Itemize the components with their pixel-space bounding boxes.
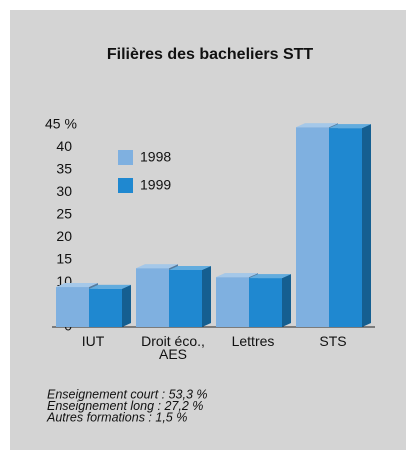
note: Autres formations : 1,5 %	[46, 410, 187, 424]
bar-front	[136, 268, 169, 327]
bar-front	[329, 128, 362, 327]
bar-top	[56, 283, 98, 288]
bar	[89, 284, 131, 327]
bar-side-shade	[282, 274, 291, 327]
bar-top	[296, 123, 338, 128]
bar-front	[249, 278, 282, 327]
bar	[169, 265, 211, 327]
bar-front	[216, 277, 249, 327]
y-tick-label: 35	[56, 161, 72, 177]
bar-side-shade	[122, 284, 131, 327]
bar-top	[169, 265, 211, 270]
bar-top	[136, 264, 178, 269]
bar-top-shade	[296, 123, 338, 128]
bar	[249, 274, 291, 327]
legend-swatch	[118, 178, 133, 193]
bar-top-shade	[169, 265, 211, 270]
bar-top-shade	[249, 274, 291, 279]
bar-side	[122, 284, 131, 327]
legend-label: 1998	[140, 149, 171, 165]
bar-top-shade	[216, 273, 258, 278]
legend-label: 1999	[140, 177, 171, 193]
bar-front	[56, 287, 89, 327]
bar-front	[89, 288, 122, 327]
y-tick-label: 45 %	[45, 116, 77, 132]
bar-front	[296, 127, 329, 327]
x-tick-label: STS	[319, 333, 347, 349]
bar-top	[249, 274, 291, 279]
bar-side	[362, 124, 371, 328]
bar-side	[282, 274, 291, 327]
y-tick-label: 15	[56, 250, 72, 266]
bar-top	[329, 124, 371, 129]
x-tick-label: IUT	[81, 333, 105, 349]
chart-title: Filières des bacheliers STT	[107, 46, 314, 63]
bar-front	[169, 269, 202, 327]
bar-top	[89, 284, 131, 289]
bar	[329, 124, 371, 328]
bar-top-shade	[89, 284, 131, 289]
y-tick-label: 30	[56, 183, 72, 199]
bar-top-shade	[136, 264, 178, 269]
y-tick-label: 20	[56, 228, 72, 244]
note: Enseignement long : 27,2 %	[47, 399, 203, 413]
bar-side	[202, 265, 211, 327]
x-tick-label: Droit éco., AES	[141, 333, 205, 362]
bar-side-shade	[202, 265, 211, 327]
y-tick-label: 25	[56, 205, 72, 221]
x-tick-label: Lettres	[231, 333, 275, 349]
bar-top-shade	[56, 283, 98, 288]
bar-top-shade	[329, 124, 371, 129]
bar-top	[216, 273, 258, 278]
legend-swatch	[118, 150, 133, 165]
note: Enseignement court : 53,3 %	[47, 387, 208, 401]
y-tick-label: 40	[56, 138, 72, 154]
bar-side-shade	[362, 124, 371, 328]
